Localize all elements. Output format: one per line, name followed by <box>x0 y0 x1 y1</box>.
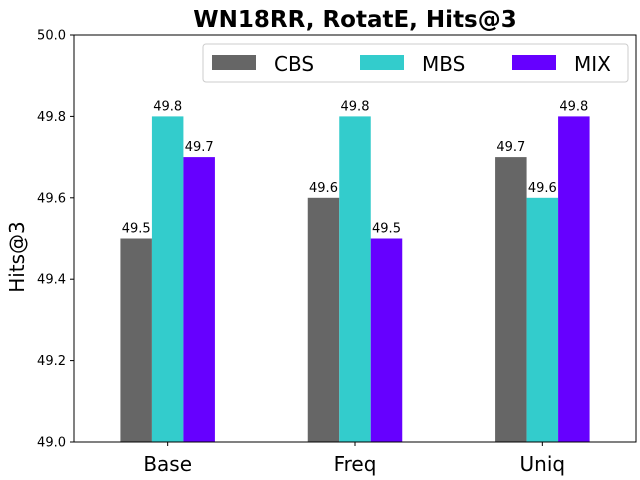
x-axis: Base Freq Uniq <box>143 442 565 476</box>
data-labels-group: 49.5 49.8 49.7 49.6 49.8 49.5 49.7 49.6 49.8 <box>122 99 589 236</box>
y-tick-label: 49.8 <box>37 110 66 125</box>
legend-swatch-mbs <box>360 55 404 70</box>
data-label-mbs-base: 49.8 <box>153 99 182 114</box>
bar-cbs-freq <box>307 197 340 442</box>
data-label-mix-uniq: 49.8 <box>559 99 588 114</box>
y-axis-label: Hits@3 <box>5 221 29 293</box>
x-tick-label-uniq: Uniq <box>520 452 566 476</box>
data-label-mix-base: 49.7 <box>185 140 214 155</box>
y-tick-label: 49.4 <box>37 273 66 288</box>
legend-label-mix: MIX <box>574 52 611 76</box>
legend-swatch-mix <box>512 55 556 70</box>
y-tick-label: 50.0 <box>37 29 66 44</box>
bar-mbs-freq <box>339 116 371 443</box>
y-axis: 49.0 49.2 49.4 49.6 49.8 50.0 <box>37 29 74 451</box>
y-tick-label: 49.6 <box>37 191 66 206</box>
bar-mix-uniq <box>558 116 590 443</box>
bar-mbs-uniq <box>526 197 559 442</box>
data-label-cbs-freq: 49.6 <box>309 181 338 196</box>
bar-mix-base <box>183 157 215 442</box>
legend-box <box>202 43 629 83</box>
data-label-cbs-base: 49.5 <box>122 222 151 237</box>
x-tick-label-base: Base <box>143 452 192 476</box>
data-label-mix-freq: 49.5 <box>372 222 401 237</box>
legend-label-cbs: CBS <box>274 52 314 76</box>
x-tick-label-freq: Freq <box>334 452 377 476</box>
bars-group <box>120 116 590 443</box>
bar-mix-freq <box>370 238 403 442</box>
legend-label-mbs: MBS <box>422 52 465 76</box>
bar-mbs-base <box>151 116 184 443</box>
bar-cbs-uniq <box>495 157 527 442</box>
legend-swatch-cbs <box>212 55 256 70</box>
data-label-mbs-freq: 49.8 <box>341 99 370 114</box>
bar-cbs-base <box>120 238 152 442</box>
chart-title: WN18RR, RotatE, Hits@3 <box>193 7 517 33</box>
data-label-cbs-uniq: 49.7 <box>496 140 525 155</box>
y-tick-label: 49.2 <box>37 354 66 369</box>
data-label-mbs-uniq: 49.6 <box>528 181 557 196</box>
y-tick-label: 49.0 <box>37 436 66 451</box>
legend: CBS MBS MIX <box>202 43 629 83</box>
